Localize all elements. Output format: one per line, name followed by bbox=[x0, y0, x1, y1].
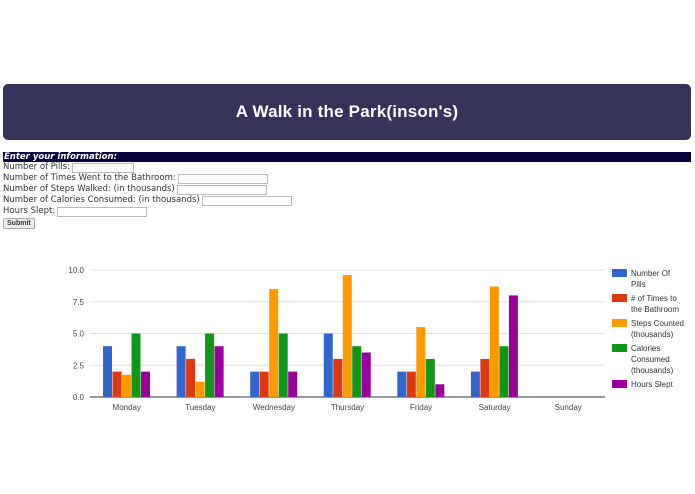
bar[interactable] bbox=[480, 358, 490, 397]
bar[interactable] bbox=[186, 358, 196, 397]
bar[interactable] bbox=[333, 358, 343, 397]
legend-swatch bbox=[612, 319, 627, 327]
bar-chart: 0.0 2.5 5.0 7.5 10.0 Monday Tuesday Wednesday Th… bbox=[0, 255, 695, 415]
info-form: Enter your information: Number of Pills:… bbox=[3, 152, 691, 229]
bar[interactable] bbox=[499, 346, 509, 397]
bar[interactable] bbox=[406, 371, 416, 397]
x-tick-label: Sunday bbox=[555, 403, 582, 412]
bar[interactable] bbox=[361, 352, 371, 397]
x-tick-label: Tuesday bbox=[185, 403, 215, 412]
bar[interactable] bbox=[425, 358, 435, 397]
bar[interactable] bbox=[278, 333, 288, 398]
bar[interactable] bbox=[176, 346, 186, 397]
field-input[interactable] bbox=[201, 195, 292, 206]
bar[interactable] bbox=[435, 384, 445, 397]
bar[interactable] bbox=[103, 346, 113, 397]
field-label: Number of Pills: bbox=[3, 162, 71, 172]
bar[interactable] bbox=[112, 371, 122, 397]
legend-swatch bbox=[612, 344, 627, 352]
field-label: Number of Times Went to the Bathroom: bbox=[3, 173, 176, 183]
form-row: Number of Times Went to the Bathroom: bbox=[3, 173, 691, 184]
field-label: Hours Slept: bbox=[3, 206, 56, 216]
bar[interactable] bbox=[508, 295, 518, 397]
x-tick-label: Wednesday bbox=[253, 403, 295, 412]
y-tick-label: 7.5 bbox=[73, 298, 85, 307]
x-tick-label: Friday bbox=[410, 403, 432, 412]
field-label: Number of Calories Consumed: (in thousan… bbox=[3, 195, 200, 205]
legend-label: Steps Counted bbox=[631, 319, 684, 328]
bar[interactable] bbox=[416, 327, 426, 397]
bar[interactable] bbox=[259, 371, 269, 397]
bar[interactable] bbox=[470, 371, 480, 397]
legend-label: the Bathroom bbox=[631, 305, 679, 314]
chart-canvas: 0.0 2.5 5.0 7.5 10.0 Monday Tuesday Wednesday Th… bbox=[68, 266, 684, 412]
form-row: Number of Pills: bbox=[3, 162, 691, 173]
x-tick-label: Saturday bbox=[479, 403, 511, 412]
page-header-banner: A Walk in the Park(inson's) bbox=[3, 84, 691, 140]
y-tick-label: 2.5 bbox=[73, 361, 85, 370]
bar[interactable] bbox=[342, 275, 352, 397]
field-label: Number of Steps Walked: (in thousands) bbox=[3, 184, 175, 194]
legend-label: Consumed bbox=[631, 355, 670, 364]
bar[interactable] bbox=[205, 333, 215, 398]
bar[interactable] bbox=[489, 286, 499, 397]
form-row: Hours Slept: bbox=[3, 206, 691, 217]
bar[interactable] bbox=[323, 333, 333, 398]
legend-label: (thousands) bbox=[631, 366, 674, 375]
legend-swatch bbox=[612, 294, 627, 302]
legend-swatch bbox=[612, 380, 627, 388]
legend-label: # of Times to bbox=[631, 294, 677, 303]
field-input[interactable] bbox=[177, 173, 268, 184]
form-heading: Enter your information: bbox=[3, 152, 691, 162]
submit-button[interactable]: Submit bbox=[3, 218, 35, 229]
bar[interactable] bbox=[122, 374, 132, 397]
x-tick-label: Thursday bbox=[331, 403, 364, 412]
bar[interactable] bbox=[352, 346, 362, 397]
form-row: Number of Steps Walked: (in thousands) bbox=[3, 184, 691, 195]
bar[interactable] bbox=[141, 371, 151, 397]
y-tick-label: 0.0 bbox=[73, 393, 85, 402]
bar[interactable] bbox=[250, 371, 260, 397]
legend-label: (thousands) bbox=[631, 330, 674, 339]
bar[interactable] bbox=[269, 289, 279, 397]
bar[interactable] bbox=[131, 333, 141, 398]
field-input[interactable] bbox=[176, 184, 267, 195]
legend-swatch bbox=[612, 269, 627, 277]
y-tick-label: 10.0 bbox=[68, 266, 84, 275]
field-input[interactable] bbox=[57, 206, 148, 217]
bar[interactable] bbox=[214, 346, 224, 397]
page-title: A Walk in the Park(inson's) bbox=[235, 102, 459, 121]
legend-label: Number Of bbox=[631, 269, 671, 278]
form-row: Number of Calories Consumed: (in thousan… bbox=[3, 195, 691, 206]
bar[interactable] bbox=[288, 371, 298, 397]
legend-label: Pills bbox=[631, 280, 646, 289]
legend-label: Calories bbox=[631, 344, 660, 353]
y-tick-label: 5.0 bbox=[73, 330, 85, 339]
x-tick-label: Monday bbox=[113, 403, 141, 412]
bar[interactable] bbox=[195, 381, 205, 397]
bar[interactable] bbox=[397, 371, 407, 397]
legend-label: Hours Slept bbox=[631, 380, 674, 389]
field-input[interactable] bbox=[72, 162, 135, 173]
